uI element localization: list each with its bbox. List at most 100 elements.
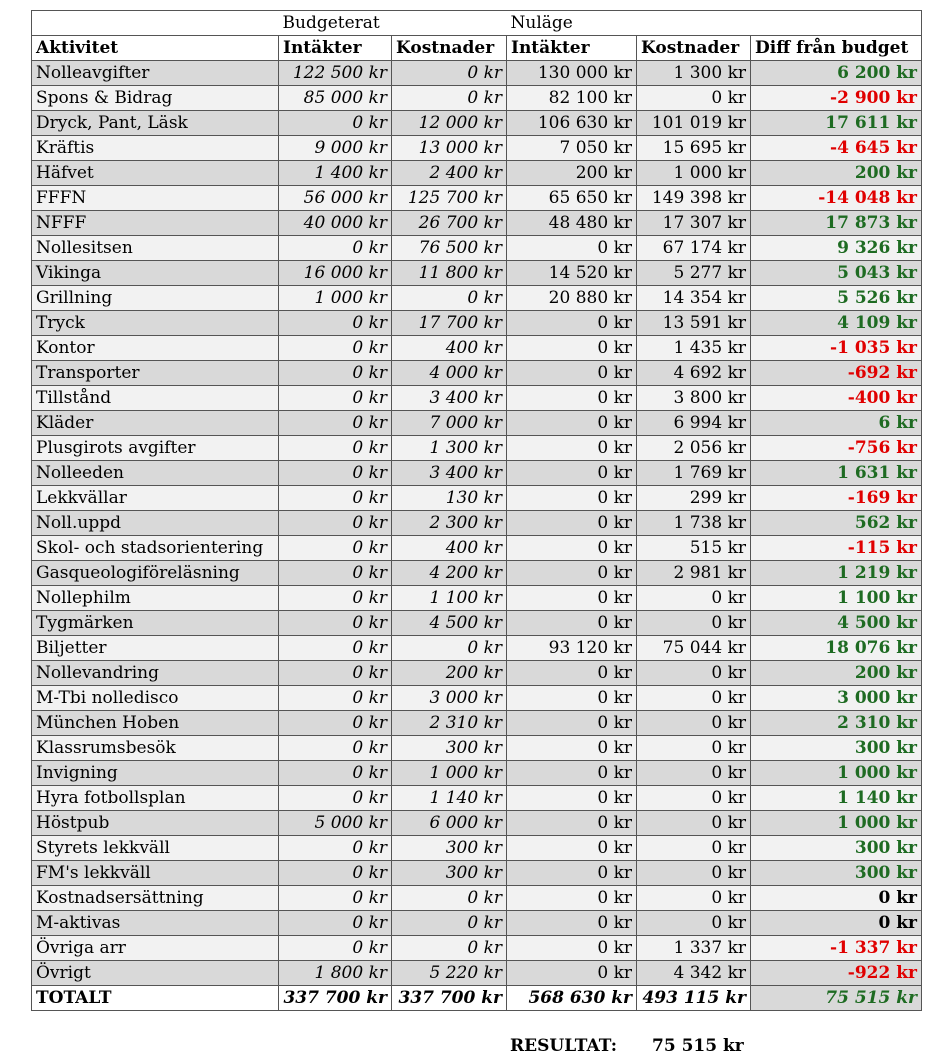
current-cost-cell: 4 342 kr [636,960,751,986]
activity-cell: Gasqueologiföreläsning [31,560,279,586]
budget-income-cell: 0 kr [278,610,392,636]
table-row: FFFN 56 000 kr 125 700 kr 65 650 kr 149 398 … [31,185,922,211]
budget-income-cell: 0 kr [278,485,392,511]
budget-cost-cell: 6 000 kr [391,810,507,836]
current-income-cell: 0 kr [506,385,637,411]
budget-income-cell: 0 kr [278,310,392,336]
budget-cost-cell: 13 000 kr [391,135,507,161]
budget-income-cell: 0 kr [278,385,392,411]
activity-cell: Övrigt [31,960,279,986]
table-row: Kläder 0 kr 7 000 kr 0 kr 6 994 kr 6 kr [31,410,922,436]
table-row: Spons & Bidrag 85 000 kr 0 kr 82 100 kr 0 kr… [31,85,922,111]
activity-cell: Nolleeden [31,460,279,486]
diff-cell: -1 337 kr [750,935,922,961]
current-income-cell: 0 kr [506,610,637,636]
diff-cell: 0 kr [750,910,922,936]
header-budget-cost: Kostnader [391,35,507,61]
current-cost-cell: 0 kr [636,685,751,711]
diff-cell: 1 000 kr [750,810,922,836]
activity-cell: Kontor [31,335,279,361]
current-income-cell: 93 120 kr [506,635,637,661]
total-row: TOTALT 337 700 kr 337 700 kr 568 630 kr … [31,985,922,1011]
current-income-cell: 0 kr [506,485,637,511]
current-cost-cell: 2 056 kr [636,435,751,461]
budget-income-cell: 0 kr [278,560,392,586]
current-cost-cell: 4 692 kr [636,360,751,386]
activity-cell: Tillstånd [31,385,279,411]
current-cost-cell: 515 kr [636,535,751,561]
table-row: Vikinga 16 000 kr 11 800 kr 14 520 kr 5 277 … [31,260,922,286]
total-budget-income: 337 700 kr [278,985,392,1011]
current-cost-cell: 3 800 kr [636,385,751,411]
current-income-cell: 0 kr [506,535,637,561]
header-group-current: Nuläge [506,10,922,36]
diff-cell: 9 326 kr [750,235,922,261]
budget-cost-cell: 1 000 kr [391,760,507,786]
budget-income-cell: 1 400 kr [278,160,392,186]
activity-cell: Noll.uppd [31,510,279,536]
current-income-cell: 0 kr [506,810,637,836]
diff-cell: 5 043 kr [750,260,922,286]
current-cost-cell: 1 435 kr [636,335,751,361]
header-activity: Aktivitet [31,35,279,61]
budget-cost-cell: 0 kr [391,935,507,961]
budget-cost-cell: 3 400 kr [391,385,507,411]
current-income-cell: 0 kr [506,335,637,361]
budget-cost-cell: 3 400 kr [391,460,507,486]
diff-cell: 1 000 kr [750,760,922,786]
table-row: Noll.uppd 0 kr 2 300 kr 0 kr 1 738 kr 562 kr [31,510,922,536]
diff-cell: 200 kr [750,660,922,686]
diff-cell: 3 000 kr [750,685,922,711]
current-income-cell: 130 000 kr [506,60,637,86]
current-income-cell: 0 kr [506,835,637,861]
header-column-row: Aktivitet Intäkter Kostnader Intäkter Ko… [31,35,922,61]
budget-income-cell: 0 kr [278,860,392,886]
table-row: FM's lekkväll 0 kr 300 kr 0 kr 0 kr 300 kr [31,860,922,886]
header-group-row: Budgeterat Nuläge [31,10,922,36]
current-cost-cell: 149 398 kr [636,185,751,211]
diff-cell: -922 kr [750,960,922,986]
budget-cost-cell: 400 kr [391,335,507,361]
current-income-cell: 20 880 kr [506,285,637,311]
current-cost-cell: 2 981 kr [636,560,751,586]
activity-cell: Övriga arr [31,935,279,961]
budget-income-cell: 0 kr [278,835,392,861]
diff-cell: 562 kr [750,510,922,536]
current-income-cell: 0 kr [506,360,637,386]
current-income-cell: 0 kr [506,660,637,686]
current-cost-cell: 0 kr [636,785,751,811]
current-cost-cell: 1 738 kr [636,510,751,536]
current-income-cell: 200 kr [506,160,637,186]
current-income-cell: 14 520 kr [506,260,637,286]
current-income-cell: 48 480 kr [506,210,637,236]
diff-cell: -756 kr [750,435,922,461]
current-cost-cell: 0 kr [636,760,751,786]
budget-income-cell: 0 kr [278,760,392,786]
activity-cell: M-Tbi nolledisco [31,685,279,711]
budget-cost-cell: 5 220 kr [391,960,507,986]
budget-cost-cell: 12 000 kr [391,110,507,136]
table-row: Höstpub 5 000 kr 6 000 kr 0 kr 0 kr 1 000 kr [31,810,922,836]
current-income-cell: 0 kr [506,910,637,936]
budget-income-cell: 0 kr [278,410,392,436]
diff-cell: 0 kr [750,885,922,911]
activity-cell: Dryck, Pant, Läsk [31,110,279,136]
total-diff: 75 515 kr [750,985,922,1011]
budget-income-cell: 5 000 kr [278,810,392,836]
header-blank [31,10,279,36]
diff-cell: 1 219 kr [750,560,922,586]
budget-income-cell: 40 000 kr [278,210,392,236]
budget-income-cell: 9 000 kr [278,135,392,161]
current-income-cell: 0 kr [506,760,637,786]
diff-cell: 4 109 kr [750,310,922,336]
budget-income-cell: 56 000 kr [278,185,392,211]
activity-cell: München Hoben [31,710,279,736]
budget-cost-cell: 200 kr [391,660,507,686]
diff-cell: 17 611 kr [750,110,922,136]
budget-income-cell: 0 kr [278,660,392,686]
current-income-cell: 0 kr [506,785,637,811]
budget-income-cell: 0 kr [278,685,392,711]
budget-cost-cell: 0 kr [391,635,507,661]
current-cost-cell: 0 kr [636,735,751,761]
table-row: Nollesitsen 0 kr 76 500 kr 0 kr 67 174 kr 9 3… [31,235,922,261]
